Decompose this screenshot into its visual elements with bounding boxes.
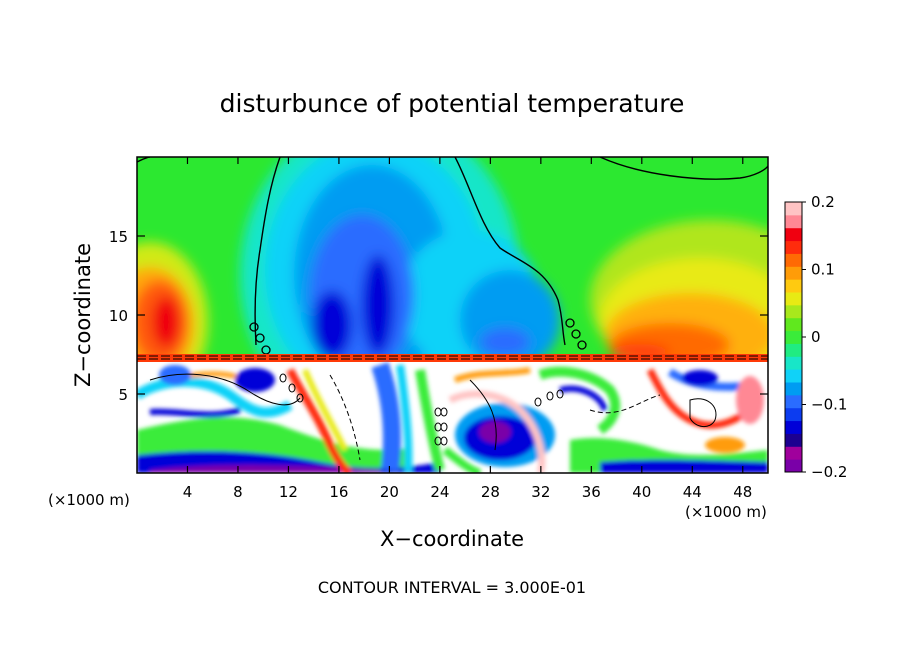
colorbar-swatch xyxy=(785,330,802,344)
colorbar-swatch xyxy=(785,382,802,396)
colorbar-ticks: 0.2 0.1 0 −0.1 −0.2 xyxy=(802,193,847,481)
colorbar-swatch xyxy=(785,446,802,460)
colorbar-tick-label: 0.2 xyxy=(811,193,835,211)
colorbar xyxy=(785,202,802,473)
boundary-contours xyxy=(137,355,768,360)
colorbar-swatch xyxy=(785,433,802,447)
y-tick-label-5: 5 xyxy=(118,386,128,404)
colorbar-swatch xyxy=(785,459,802,473)
colorbar-tick-label: 0 xyxy=(811,328,821,346)
upper-field xyxy=(137,157,768,357)
x-tick-label-20: 20 xyxy=(380,483,399,501)
chart-title: disturbunce of potential temperature xyxy=(220,89,685,118)
colorbar-swatch xyxy=(785,240,802,254)
x-unit-right: (×1000 m) xyxy=(685,503,767,521)
colorbar-swatch xyxy=(785,356,802,370)
boundary-band xyxy=(137,354,768,362)
colorbar-tick-label: −0.1 xyxy=(811,396,847,414)
y-tick-label-10: 10 xyxy=(109,307,128,325)
colorbar-swatch xyxy=(785,394,802,409)
x-tick-label-8: 8 xyxy=(233,483,243,501)
x-tick-label-40: 40 xyxy=(632,483,651,501)
contour-line-left xyxy=(254,157,281,346)
x-tick-label-4: 4 xyxy=(183,483,193,501)
y-tick-label-15: 15 xyxy=(109,228,128,246)
y-axis: 5 10 15 xyxy=(109,228,768,404)
colorbar-swatch xyxy=(785,227,802,242)
contour-interval-note: CONTOUR INTERVAL = 3.000E-01 xyxy=(318,578,586,597)
x-tick-label-32: 32 xyxy=(531,483,550,501)
lower-contours xyxy=(149,373,717,461)
colorbar-tick-label: 0.1 xyxy=(811,261,835,279)
x-tick-label-16: 16 xyxy=(329,483,348,501)
colorbar-tick-label: −0.2 xyxy=(811,463,847,481)
plot-area xyxy=(137,157,768,473)
x-tick-label-48: 48 xyxy=(733,483,752,501)
x-tick-label-36: 36 xyxy=(582,483,601,501)
colorbar-swatch xyxy=(785,343,802,357)
colorbar-swatch xyxy=(785,304,802,319)
colorbar-swatch xyxy=(785,214,802,229)
x-axis-label: X−coordinate xyxy=(380,527,524,551)
x-tick-label-24: 24 xyxy=(430,483,449,501)
contour-line-right xyxy=(454,157,566,346)
colorbar-swatch xyxy=(785,279,802,293)
colorbar-swatch xyxy=(785,266,802,280)
x-tick-label-44: 44 xyxy=(683,483,702,501)
colorbar-swatch xyxy=(785,369,802,383)
x-tick-label-12: 12 xyxy=(279,483,298,501)
colorbar-swatch xyxy=(785,420,802,434)
colorbar-swatch xyxy=(785,202,802,216)
lower-field xyxy=(137,362,768,473)
colorbar-swatch xyxy=(785,292,802,306)
colorbar-swatch xyxy=(785,317,802,332)
colorbar-swatch xyxy=(785,407,802,422)
y-axis-label: Z−coordinate xyxy=(71,243,95,387)
x-tick-label-28: 28 xyxy=(481,483,500,501)
x-axis: 4 8 12 16 20 24 28 32 36 40 44 48 xyxy=(183,157,752,501)
x-unit-left: (×1000 m) xyxy=(48,491,130,509)
colorbar-swatch xyxy=(785,253,802,267)
